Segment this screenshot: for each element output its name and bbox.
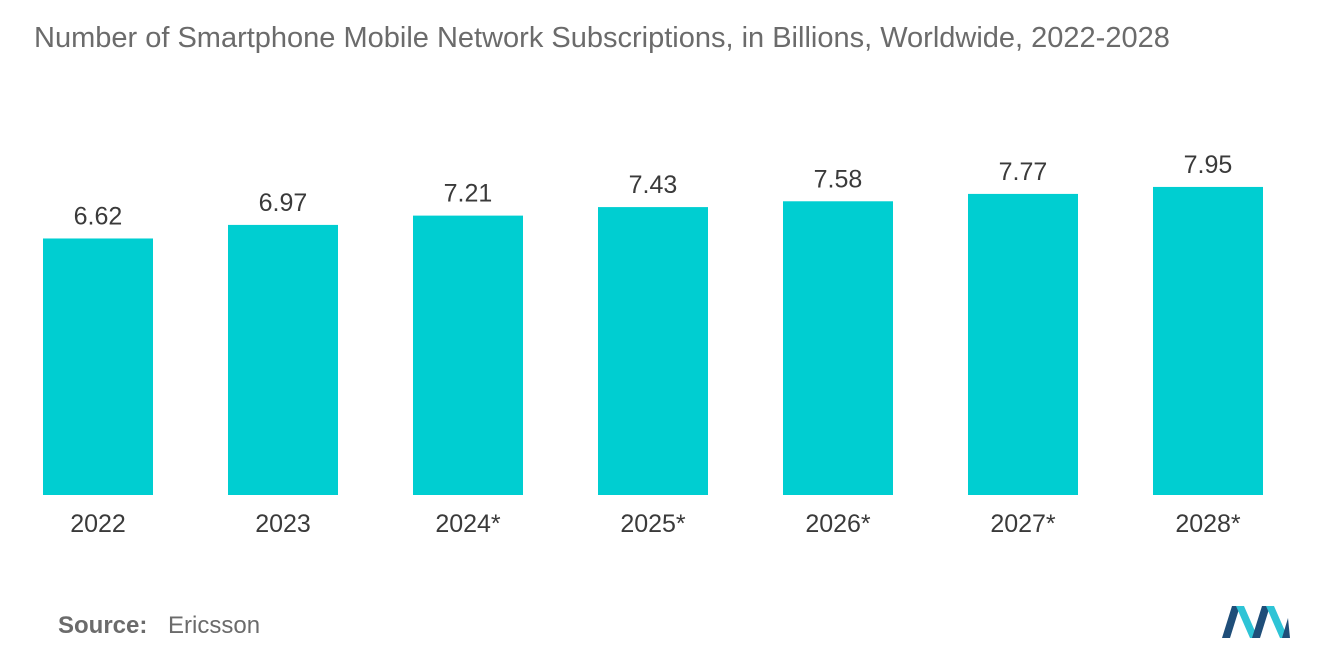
value-label-2022: 6.62 xyxy=(74,202,123,230)
x-tick-2027: 2027* xyxy=(990,510,1056,538)
bar-2023 xyxy=(228,224,338,495)
x-tick-2028: 2028* xyxy=(1175,510,1241,538)
x-tick-2022: 2022 xyxy=(70,510,126,538)
x-axis-ticks: 2022 2023 2024* 2025* 2026* 2027* 2028* xyxy=(70,510,1241,538)
bar-2024 xyxy=(413,215,523,496)
source-label: Source: xyxy=(58,612,148,639)
value-label-2027: 7.77 xyxy=(999,158,1048,186)
bar-2027 xyxy=(968,193,1078,495)
bar-2026 xyxy=(783,201,893,495)
bar-2025 xyxy=(598,207,708,495)
bar-chart: 6.62 6.97 7.21 7.43 7.58 7.77 7.95 2022 2023 202… xyxy=(43,151,1263,538)
x-tick-2023: 2023 xyxy=(255,510,311,538)
bars-group xyxy=(43,186,1263,496)
value-labels-group: 6.62 6.97 7.21 7.43 7.58 7.77 7.95 xyxy=(74,151,1233,231)
value-label-2025: 7.43 xyxy=(629,171,678,199)
x-tick-2025: 2025* xyxy=(620,510,686,538)
mordor-intelligence-logo-icon xyxy=(1222,606,1290,638)
bar-2028 xyxy=(1153,186,1263,495)
value-label-2024: 7.21 xyxy=(444,180,493,208)
source-note: Source: Ericsson xyxy=(58,612,260,640)
chart-title: Number of Smartphone Mobile Network Subs… xyxy=(34,22,1170,54)
x-tick-2024: 2024* xyxy=(435,510,501,538)
value-label-2023: 6.97 xyxy=(259,189,308,217)
value-label-2026: 7.58 xyxy=(814,165,863,193)
x-tick-2026: 2026* xyxy=(805,510,871,538)
bar-2022 xyxy=(43,238,153,495)
value-label-2028: 7.95 xyxy=(1184,151,1233,179)
source-value: Ericsson xyxy=(168,612,261,639)
